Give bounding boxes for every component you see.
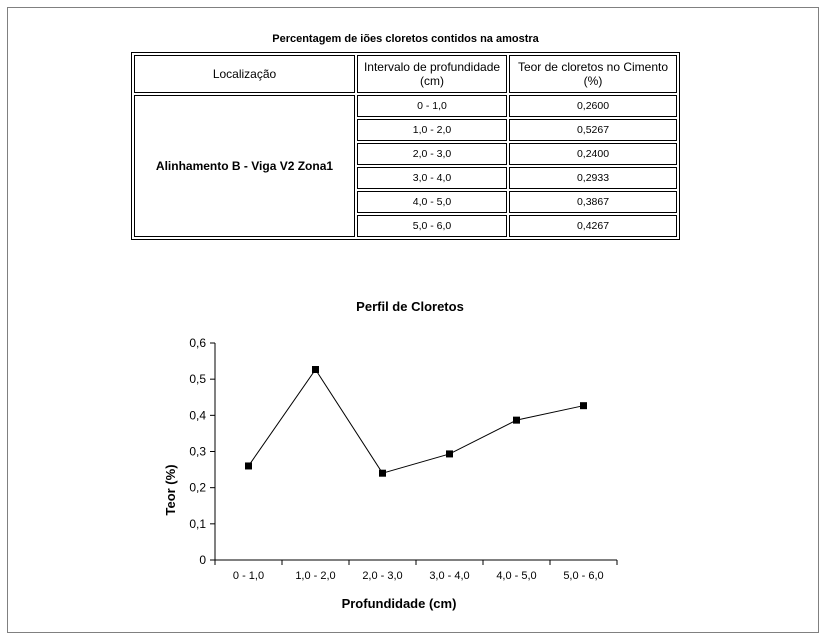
- location-cell: Alinhamento B - Viga V2 Zona1: [134, 95, 355, 237]
- x-tick-label: 2,0 - 3,0: [362, 570, 402, 582]
- x-tick-label: 1,0 - 2,0: [295, 570, 335, 582]
- y-tick-label: 0,5: [189, 372, 206, 386]
- x-tick-label: 0 - 1,0: [233, 570, 264, 582]
- table-row: 3,0 - 4,0 0,2933: [134, 167, 677, 189]
- y-tick-label: 0,1: [189, 517, 206, 531]
- value-cell: 0,3867: [509, 191, 677, 213]
- value-cell: 0,2933: [509, 167, 677, 189]
- table-row: Alinhamento B - Viga V2 Zona1 0 - 1,0 0,…: [134, 95, 677, 237]
- x-tick-label: 5,0 - 6,0: [563, 570, 603, 582]
- data-point-marker: [245, 462, 252, 470]
- interval-cell: 5,0 - 6,0: [357, 215, 507, 237]
- table-row: 4,0 - 5,0 0,3867: [134, 191, 677, 213]
- table-row: 5,0 - 6,0 0,4267: [134, 215, 677, 237]
- chart-title: Perfil de Cloretos: [356, 299, 464, 314]
- x-ticks: 0 - 1,0 1,0 - 2,0 2,0 - 3,0 3,0 - 4,0 4,0 - …: [214, 560, 618, 582]
- y-tick-label: 0: [199, 553, 206, 567]
- table-row: 2,0 - 3,0 0,2400: [134, 143, 677, 165]
- data-point-marker: [312, 366, 319, 374]
- y-ticks: 0 0,1 0,2 0,3 0,4 0,5 0,6: [189, 336, 215, 567]
- table-caption: Percentagem de iões cloretos contidos na…: [272, 33, 539, 45]
- series-line: [245, 366, 587, 477]
- x-tick-label: 3,0 - 4,0: [429, 570, 469, 582]
- header-depth-interval: Intervalo de profundidade (cm): [357, 55, 507, 93]
- x-tick-label: 4,0 - 5,0: [496, 570, 536, 582]
- interval-cell: 4,0 - 5,0: [357, 191, 507, 213]
- chloride-table: Localização Intervalo de profundidade (c…: [131, 52, 680, 240]
- chart-axes: [214, 343, 617, 561]
- data-point-marker: [446, 450, 453, 458]
- y-tick-label: 0,6: [189, 336, 206, 350]
- value-cell: 0,5267: [509, 119, 677, 141]
- table-row: 1,0 - 2,0 0,5267: [134, 119, 677, 141]
- y-tick-label: 0,3: [189, 445, 206, 459]
- interval-cell: 1,0 - 2,0: [357, 119, 507, 141]
- document-frame: [7, 7, 819, 633]
- value-cell: 0,2600: [509, 95, 677, 117]
- interval-cell: 0 - 1,0: [357, 95, 507, 117]
- interval-cell: 3,0 - 4,0: [357, 167, 507, 189]
- interval-cell: 2,0 - 3,0: [357, 143, 507, 165]
- data-point-marker: [379, 469, 386, 477]
- table-header-row: Localização Intervalo de profundidade (c…: [134, 55, 677, 93]
- header-chloride-content: Teor de cloretos no Cimento (%): [509, 55, 677, 93]
- y-tick-label: 0,2: [189, 481, 206, 495]
- series-polyline: [248, 368, 584, 474]
- value-cell: 0,4267: [509, 215, 677, 237]
- header-location: Localização: [134, 55, 355, 93]
- data-point-marker: [580, 402, 587, 410]
- y-axis-label: Teor (%): [163, 464, 178, 515]
- x-axis-label: Profundidade (cm): [342, 596, 457, 611]
- y-tick-label: 0,4: [189, 408, 206, 422]
- chloride-profile-chart: Perfil de Cloretos Teor (%) Profundidade…: [163, 299, 618, 611]
- value-cell: 0,2400: [509, 143, 677, 165]
- data-point-marker: [513, 416, 520, 424]
